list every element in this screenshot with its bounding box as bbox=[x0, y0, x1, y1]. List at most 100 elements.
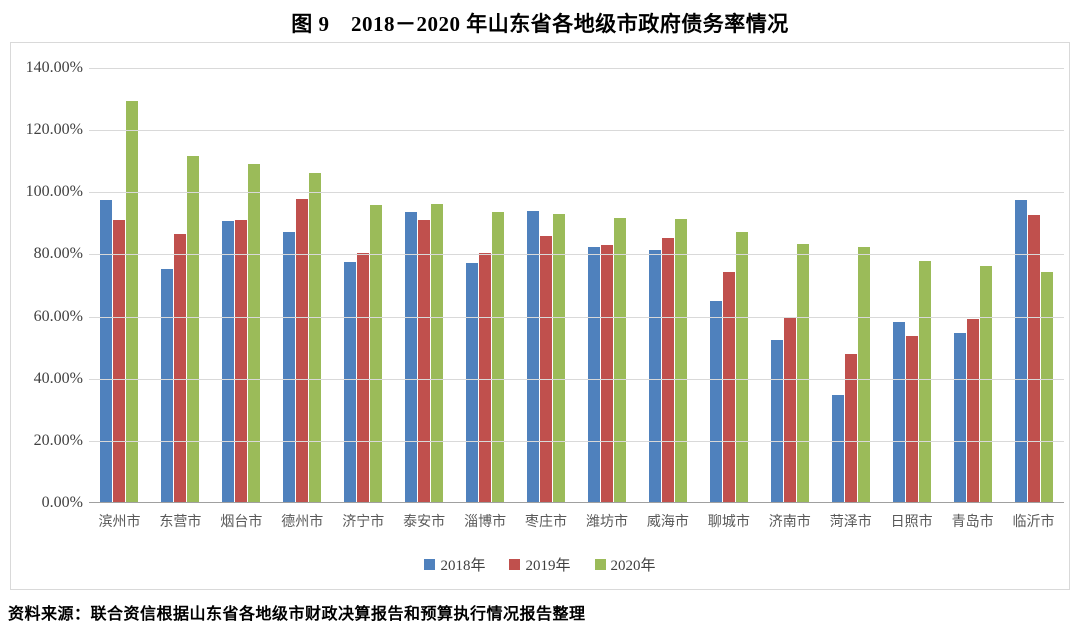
bar-group-泰安市 bbox=[394, 68, 455, 502]
bar-2019年-青岛市 bbox=[966, 318, 979, 502]
x-axis-label-济南市: 济南市 bbox=[768, 515, 811, 530]
gridline bbox=[89, 254, 1064, 256]
bar-2018年-枣庄市 bbox=[527, 210, 540, 502]
legend-item-2018年: 2018年 bbox=[424, 554, 485, 575]
x-axis-label-东营市: 东营市 bbox=[159, 515, 202, 530]
gridline bbox=[89, 316, 1064, 318]
x-axis-label-烟台市: 烟台市 bbox=[220, 515, 263, 530]
bar-2018年-济宁市 bbox=[344, 262, 357, 502]
bar-2019年-威海市 bbox=[661, 238, 674, 502]
bar-2018年-日照市 bbox=[892, 321, 905, 502]
bar-2020年-淄博市 bbox=[492, 212, 505, 502]
bar-2019年-潍坊市 bbox=[600, 244, 613, 502]
legend-item-2020年: 2020年 bbox=[594, 554, 656, 575]
bar-2020年-聊城市 bbox=[735, 231, 748, 502]
bar-2020年-泰安市 bbox=[431, 204, 444, 502]
bar-2018年-青岛市 bbox=[953, 333, 966, 502]
bar-2019年-淄博市 bbox=[479, 252, 492, 502]
bar-2020年-临沂市 bbox=[1040, 271, 1053, 502]
bar-2020年-滨州市 bbox=[126, 100, 139, 502]
bar-2018年-临沂市 bbox=[1014, 199, 1027, 502]
bar-2020年-菏泽市 bbox=[857, 246, 870, 502]
bar-2020年-青岛市 bbox=[979, 266, 992, 502]
bar-2020年-烟台市 bbox=[248, 164, 261, 502]
bar-2018年-滨州市 bbox=[100, 199, 113, 502]
x-axis-label-泰安市: 泰安市 bbox=[403, 515, 446, 530]
gridline bbox=[89, 378, 1064, 380]
bar-2018年-德州市 bbox=[283, 232, 296, 502]
bar-2019年-济宁市 bbox=[357, 252, 370, 502]
gridline bbox=[89, 440, 1064, 442]
bar-2019年-德州市 bbox=[296, 198, 309, 502]
bar-2018年-潍坊市 bbox=[587, 247, 600, 502]
bar-2019年-滨州市 bbox=[113, 220, 126, 502]
x-axis-label-潍坊市: 潍坊市 bbox=[585, 515, 628, 530]
legend-swatch-2020年 bbox=[594, 559, 606, 570]
bar-2019年-泰安市 bbox=[418, 219, 431, 502]
bar-2020年-潍坊市 bbox=[613, 217, 626, 502]
x-axis-label-枣庄市: 枣庄市 bbox=[525, 515, 568, 530]
bar-2020年-威海市 bbox=[674, 219, 687, 502]
bar-group-日照市 bbox=[881, 68, 942, 502]
bar-2019年-东营市 bbox=[174, 233, 187, 502]
bar-group-临沂市 bbox=[1003, 68, 1064, 502]
gridline bbox=[89, 192, 1064, 194]
y-axis: 0.00% 20.00% 40.00% 60.00% 80.00% 100.00% 120.… bbox=[11, 59, 83, 511]
y-axis-tick-label: 20.00% bbox=[33, 431, 83, 449]
bar-group-淄博市 bbox=[455, 68, 516, 502]
bar-2020年-济宁市 bbox=[370, 204, 383, 502]
y-axis-tick-label: 40.00% bbox=[33, 369, 83, 387]
bar-group-济南市 bbox=[759, 68, 820, 502]
x-axis-label-聊城市: 聊城市 bbox=[707, 515, 750, 530]
bar-2018年-威海市 bbox=[648, 249, 661, 502]
bar-group-滨州市 bbox=[89, 68, 150, 502]
source-note: 资料来源：联合资信根据山东省各地级市财政决算报告和预算执行情况报告整理 bbox=[8, 606, 586, 623]
gridline bbox=[89, 68, 1064, 69]
x-axis-label-临沂市: 临沂市 bbox=[1012, 515, 1055, 530]
legend-item-2019年: 2019年 bbox=[509, 554, 571, 575]
legend-label: 2018年 bbox=[440, 558, 486, 574]
figure-title: 图 9 2018－2020 年山东省各地级市政府债务率情况 bbox=[291, 12, 789, 36]
y-axis-tick-label: 80.00% bbox=[33, 245, 83, 263]
y-axis-tick-label: 0.00% bbox=[41, 494, 83, 511]
bar-group-潍坊市 bbox=[577, 68, 638, 502]
bar-group-烟台市 bbox=[211, 68, 272, 502]
bar-group-青岛市 bbox=[942, 68, 1003, 502]
bar-2019年-临沂市 bbox=[1027, 215, 1040, 502]
legend-label: 2019年 bbox=[525, 558, 571, 574]
y-axis-tick-label: 100.00% bbox=[25, 183, 83, 201]
legend-swatch-2018年 bbox=[424, 559, 436, 570]
y-axis-tick-label: 60.00% bbox=[33, 307, 83, 325]
bar-2019年-菏泽市 bbox=[844, 353, 857, 502]
legend-label: 2020年 bbox=[610, 558, 656, 574]
bar-2019年-烟台市 bbox=[235, 219, 248, 502]
gridline bbox=[89, 130, 1064, 132]
bar-group-菏泽市 bbox=[820, 68, 881, 502]
bar-2019年-聊城市 bbox=[722, 272, 735, 502]
y-axis-tick-label: 120.00% bbox=[25, 121, 83, 139]
x-axis-labels: 滨州市 东营市 烟台市 德州市 济宁市 泰安市 淄博市 枣庄市 潍坊市 威海市 聊城市 济南市 菏泽市 日… bbox=[89, 511, 1064, 531]
bar-group-枣庄市 bbox=[516, 68, 577, 502]
bar-group-威海市 bbox=[637, 68, 698, 502]
x-axis-label-威海市: 威海市 bbox=[646, 515, 689, 530]
x-axis-label-济宁市: 济宁市 bbox=[342, 515, 385, 530]
bar-group-德州市 bbox=[272, 68, 333, 502]
x-axis-label-青岛市: 青岛市 bbox=[951, 515, 994, 530]
bar-2020年-东营市 bbox=[187, 156, 200, 502]
bar-2019年-济南市 bbox=[783, 316, 796, 502]
bar-2018年-聊城市 bbox=[709, 301, 722, 502]
bar-2019年-日照市 bbox=[905, 335, 918, 502]
bar-2018年-淄博市 bbox=[466, 262, 479, 502]
legend-swatch-2019年 bbox=[509, 559, 521, 570]
bar-group-聊城市 bbox=[698, 68, 759, 502]
bar-2020年-德州市 bbox=[309, 173, 322, 502]
bar-2018年-烟台市 bbox=[222, 221, 235, 502]
bar-2018年-泰安市 bbox=[405, 212, 418, 502]
plot-area bbox=[89, 68, 1064, 503]
y-axis-tick-label: 140.00% bbox=[25, 59, 83, 76]
x-axis-label-菏泽市: 菏泽市 bbox=[829, 515, 872, 530]
bar-group-济宁市 bbox=[333, 68, 394, 502]
bar-group-东营市 bbox=[150, 68, 211, 502]
bar-2018年-济南市 bbox=[770, 340, 783, 502]
